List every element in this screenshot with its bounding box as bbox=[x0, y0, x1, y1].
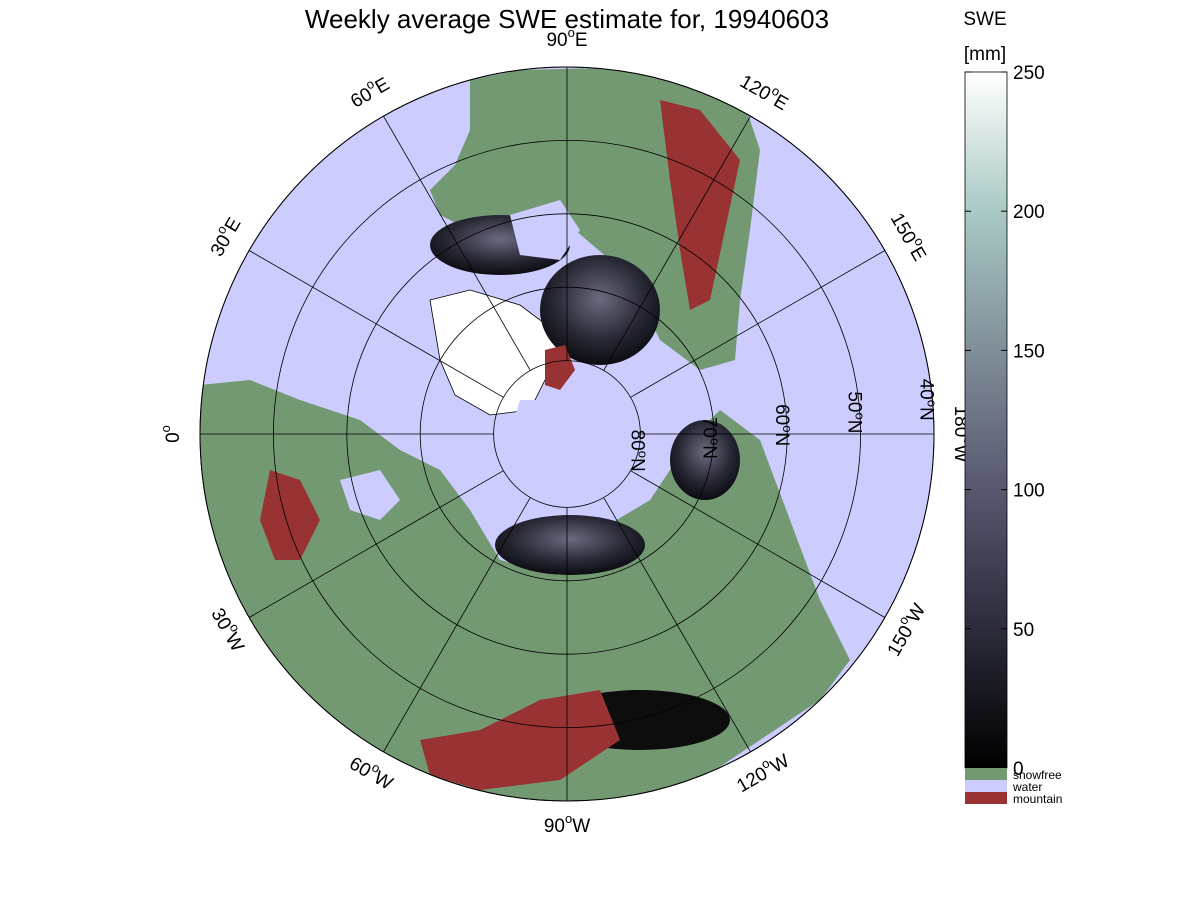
lat-label-value: 70 bbox=[699, 417, 720, 438]
lat-label-value: 60 bbox=[771, 404, 792, 425]
lat-label-hemisphere: N bbox=[916, 407, 937, 421]
category-label-snowfree: snowfree bbox=[1013, 768, 1062, 782]
map-boundary bbox=[199, 66, 935, 802]
meridian-30 bbox=[248, 250, 504, 398]
snow-arctic-archipelago bbox=[540, 255, 660, 365]
water-arctic-center bbox=[505, 400, 640, 490]
lon-label-value: 0 bbox=[163, 432, 184, 443]
colorbar: SWE [mm] 0 50 100 150 200 250 snowfreewatermo… bbox=[963, 9, 1062, 806]
mountain-central-asia bbox=[420, 690, 620, 790]
lat-label-degree: o bbox=[780, 425, 795, 432]
colorbar-ticks: 0 50 100 150 200 250 bbox=[965, 63, 1045, 780]
lon-label: 60oE bbox=[345, 69, 394, 112]
lon-label: 150oE bbox=[886, 207, 934, 265]
lat-label-value: 40 bbox=[916, 379, 937, 400]
snow-siberia bbox=[495, 515, 645, 575]
water-hudson-bay bbox=[510, 200, 580, 260]
colorbar-tick-label: 150 bbox=[1013, 341, 1045, 362]
category-label-water: water bbox=[1012, 780, 1042, 794]
lat-label-degree: o bbox=[708, 438, 723, 445]
lon-label-hemisphere: W bbox=[221, 630, 248, 656]
lat-label-hemisphere: N bbox=[626, 458, 647, 472]
colorbar-tick-label: 50 bbox=[1013, 620, 1034, 641]
mountain-europe bbox=[260, 470, 320, 560]
lon-label-hemisphere: W bbox=[572, 816, 590, 837]
lat-label-degree: o bbox=[925, 400, 940, 407]
map-disc bbox=[199, 66, 935, 802]
colorbar-gradient bbox=[964, 71, 1008, 769]
lat-label-degree: o bbox=[636, 451, 651, 458]
map-title: Weekly average SWE estimate for, 1994060… bbox=[305, 4, 829, 34]
lon-label-value: 150 bbox=[884, 622, 918, 660]
lat-label: 50oN bbox=[843, 391, 868, 433]
lat-label-degree: o bbox=[853, 412, 868, 419]
snow-chukotka bbox=[670, 420, 740, 500]
land-greenland bbox=[429, 289, 561, 416]
lon-label-value: 120 bbox=[736, 71, 774, 105]
lon-label-degree: o bbox=[158, 425, 173, 432]
lat-label: 60oN bbox=[771, 404, 796, 446]
category-swatch-water bbox=[965, 780, 1007, 792]
lon-label-hemisphere: E bbox=[372, 74, 393, 99]
lat-label-value: 80 bbox=[626, 430, 647, 451]
lon-label-hemisphere: E bbox=[575, 30, 588, 51]
lon-label: 120oE bbox=[736, 67, 794, 115]
meridian--120 bbox=[603, 497, 751, 753]
lon-label-value: 90 bbox=[544, 816, 565, 837]
colorbar-tick-label: 200 bbox=[1013, 202, 1045, 223]
lon-label-hemisphere: W bbox=[767, 751, 793, 778]
category-label-mountain: mountain bbox=[1013, 792, 1062, 806]
meridian-60 bbox=[383, 115, 531, 371]
land-layer bbox=[200, 68, 850, 801]
lon-label-value: 30 bbox=[207, 231, 236, 260]
lat-label: 40oN bbox=[916, 379, 941, 421]
lat-label-value: 50 bbox=[843, 391, 864, 412]
lon-label-value: 90 bbox=[546, 30, 567, 51]
lon-label: 30oE bbox=[202, 212, 245, 261]
meridian-150 bbox=[630, 250, 886, 398]
lat-label-hemisphere: N bbox=[843, 420, 864, 434]
colorbar-tick-label: 250 bbox=[1013, 63, 1045, 84]
lon-label: 90oW bbox=[544, 811, 590, 837]
lat-label: 70oN bbox=[699, 417, 724, 459]
water-baltic bbox=[340, 470, 400, 520]
lon-label-degree: o bbox=[565, 811, 572, 826]
mountain-svalbard bbox=[545, 345, 575, 390]
category-swatch-snowfree bbox=[965, 768, 1007, 780]
meridian--150 bbox=[630, 470, 886, 618]
lat-label-hemisphere: N bbox=[699, 445, 720, 459]
meridian--60 bbox=[383, 497, 531, 753]
colorbar-unit: [mm] bbox=[964, 44, 1006, 65]
meridian--30 bbox=[248, 470, 504, 618]
meridian-120 bbox=[603, 115, 751, 371]
mountain-rockies bbox=[660, 100, 740, 310]
colorbar-tick-label: 0 bbox=[1013, 759, 1024, 780]
lon-label: 0o bbox=[158, 425, 184, 443]
colorbar-title: SWE bbox=[963, 9, 1006, 30]
lon-label-value: 60 bbox=[345, 753, 374, 782]
lat-label: 80oN bbox=[626, 430, 651, 472]
lon-label-degree: o bbox=[568, 25, 575, 40]
category-swatch-mountain bbox=[965, 792, 1007, 804]
lon-label-hemisphere: E bbox=[905, 243, 930, 264]
lon-label: 90oE bbox=[546, 25, 587, 51]
lat-label-hemisphere: N bbox=[771, 432, 792, 446]
colorbar-tick-label: 100 bbox=[1013, 481, 1045, 502]
